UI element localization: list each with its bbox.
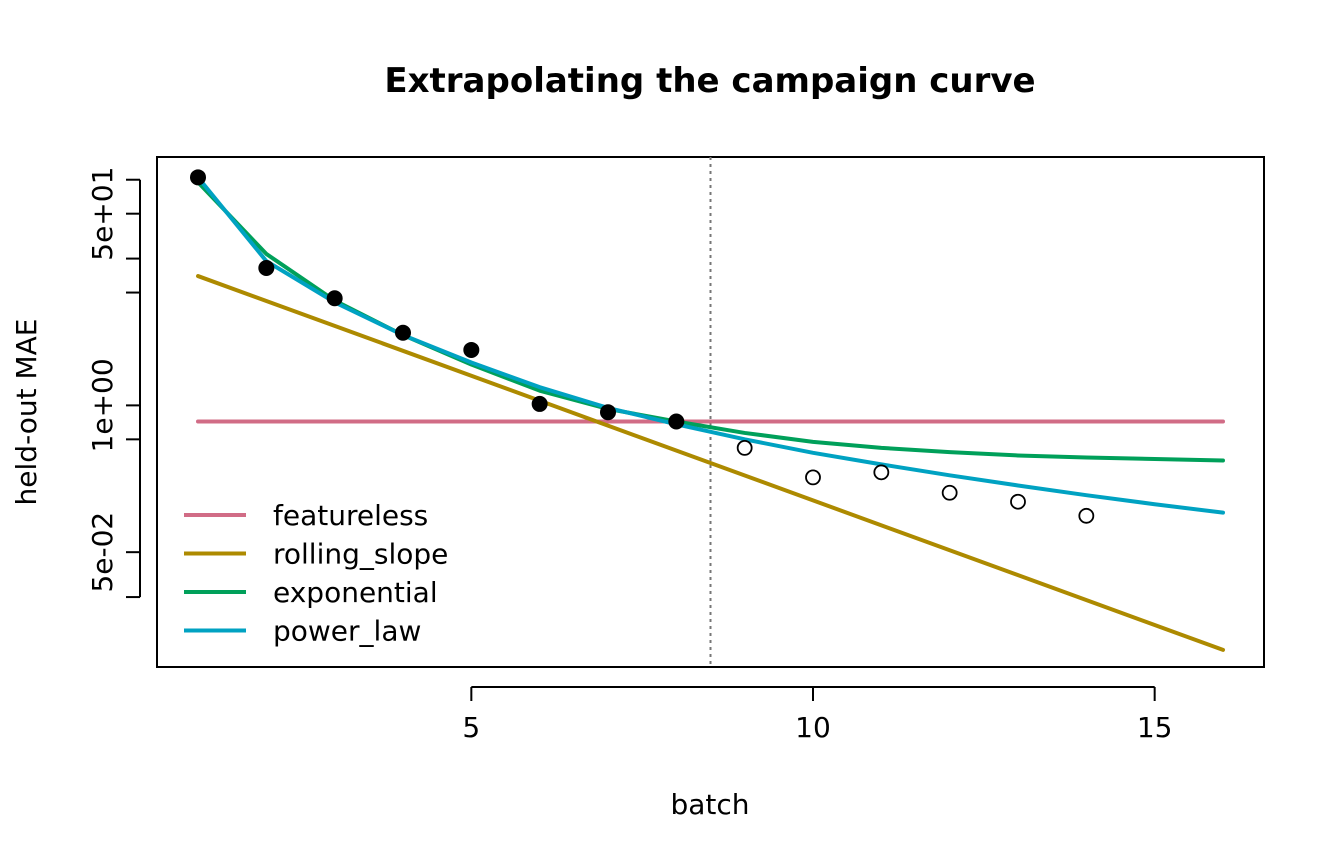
legend-label: featureless — [273, 499, 428, 532]
x-tick-label: 10 — [795, 711, 831, 744]
observed-point — [600, 404, 616, 421]
heldout-point — [941, 484, 958, 501]
legend-label: power_law — [273, 615, 421, 648]
y-tick-label: 1e+00 — [86, 358, 119, 452]
heldout-point — [1078, 507, 1095, 524]
heldout-point — [805, 469, 821, 486]
observed-point — [395, 324, 411, 341]
y-axis-title: held-out MAE — [10, 319, 43, 506]
heldout-point — [873, 464, 890, 481]
observed-point — [531, 395, 548, 412]
y-tick-label: 5e-02 — [86, 512, 119, 593]
legend-label: rolling_slope — [273, 538, 448, 571]
chart-marks — [190, 157, 1225, 667]
observed-point — [326, 290, 343, 307]
heldout-point — [736, 439, 753, 456]
axes: 5 10 15 5e-02 1e+00 5e+01 — [86, 167, 1172, 744]
legend: featureless rolling_slope exponential power… — [184, 499, 448, 648]
x-tick-label: 15 — [1137, 711, 1173, 744]
series-line-power-law — [196, 175, 1225, 515]
chart-title: Extrapolating the campaign curve — [384, 61, 1035, 101]
heldout-point — [1010, 493, 1026, 510]
observed-point — [463, 341, 480, 358]
legend-label: exponential — [273, 576, 438, 609]
x-axis-title: batch — [670, 788, 749, 821]
observed-point — [190, 169, 206, 186]
x-tick-label: 5 — [462, 711, 480, 744]
series-line-rolling-slope — [196, 274, 1225, 652]
observed-point — [258, 260, 275, 277]
y-tick-label: 5e+01 — [86, 167, 119, 261]
observed-point — [668, 413, 685, 430]
